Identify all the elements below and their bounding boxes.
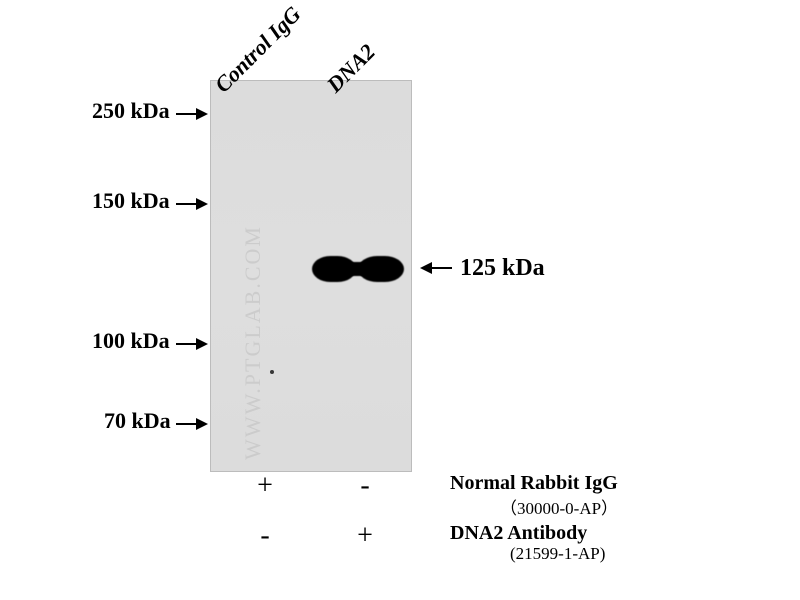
legend-r1-c2: -: [350, 470, 380, 502]
marker-125-arrow-stem: [432, 267, 452, 269]
blot-band-bridge: [344, 262, 372, 276]
legend-r1-sub: （30000-0-AP）: [500, 494, 618, 519]
marker-150-label: 150 kDa: [92, 188, 170, 214]
figure-root: WWW.PTGLAB.COM Control IgG DNA2 250 kDa …: [0, 0, 800, 600]
marker-70-label: 70 kDa: [104, 408, 171, 434]
marker-250-label: 250 kDa: [92, 98, 170, 124]
marker-250-arrow-stem: [176, 113, 196, 115]
legend-r2-sub: (21599-1-AP): [510, 544, 605, 564]
legend-r2-c2: +: [350, 520, 380, 552]
marker-100-label: 100 kDa: [92, 328, 170, 354]
marker-150-arrow-stem: [176, 203, 196, 205]
marker-100-arrow-head: [196, 338, 208, 350]
legend-r2-title: DNA2 Antibody: [450, 522, 587, 545]
marker-250-arrow-head: [196, 108, 208, 120]
legend-r1-title: Normal Rabbit IgG: [450, 472, 618, 495]
marker-100-arrow-stem: [176, 343, 196, 345]
marker-125-arrow-head: [420, 262, 432, 274]
legend-r2-c1: -: [250, 520, 280, 552]
blot-speck: [270, 370, 274, 374]
marker-150-arrow-head: [196, 198, 208, 210]
marker-125-label: 125 kDa: [460, 255, 545, 282]
marker-70-arrow-stem: [176, 423, 196, 425]
legend-r1-c1: +: [250, 470, 280, 502]
marker-70-arrow-head: [196, 418, 208, 430]
